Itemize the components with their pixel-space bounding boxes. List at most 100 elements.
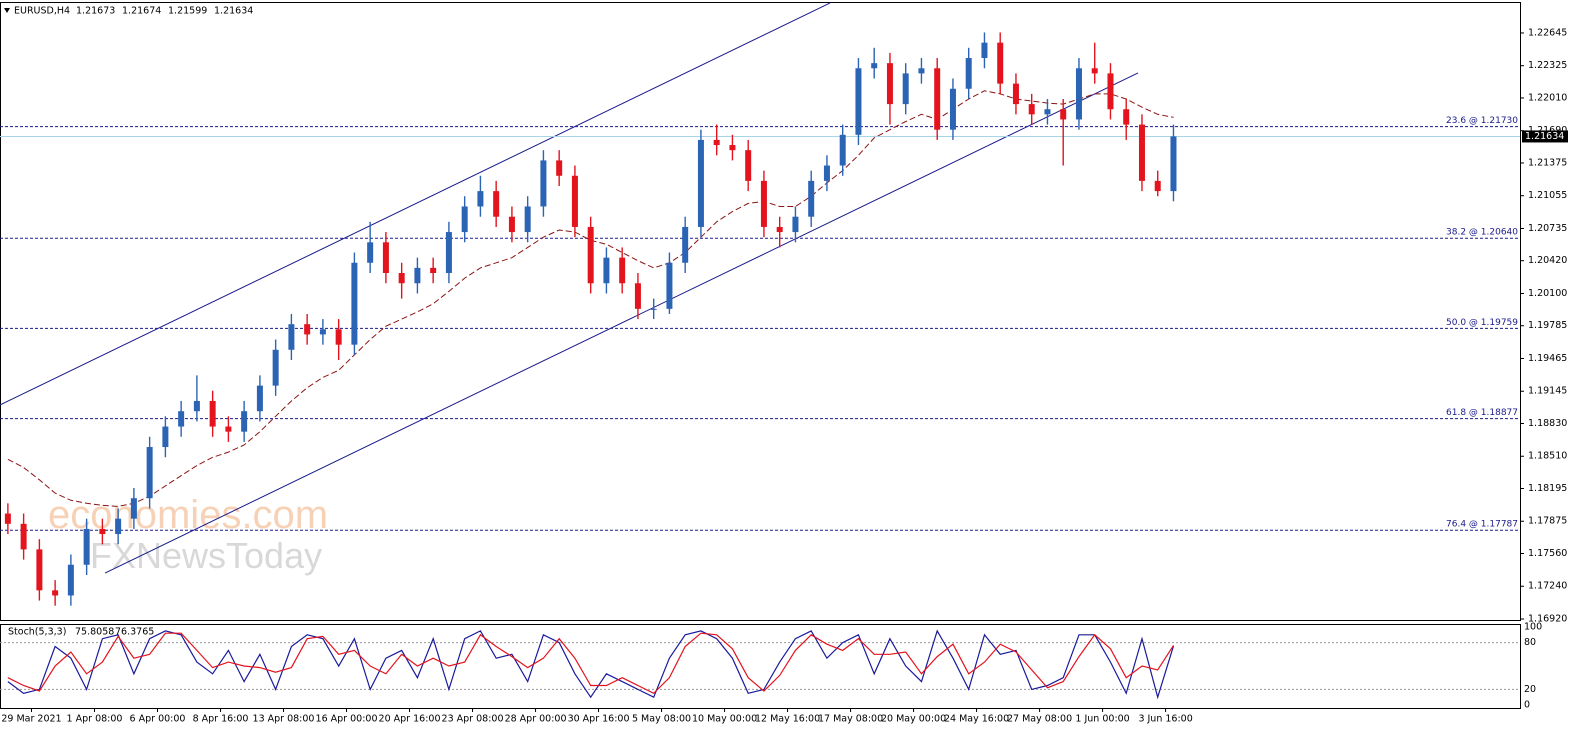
candle-body [697,139,704,227]
candle-body [351,262,358,345]
x-tick-label: 3 Jun 16:00 [1138,714,1192,725]
candle-body [241,411,248,432]
menu-arrow[interactable] [4,8,10,13]
candle-body [981,42,988,59]
current-price-label: 1.21634 [1525,131,1564,142]
y-tick-label: 1.19785 [1528,320,1567,331]
candle-body [508,216,515,233]
candle-body [1075,68,1082,120]
y-tick-label: 1.21375 [1528,157,1567,168]
stoch-value: 76.3765 [115,627,154,638]
candle-body [634,283,641,309]
candle-body [477,191,484,207]
x-tick-label: 6 Apr 00:00 [130,714,186,725]
candle-body [130,498,137,519]
candle-body [918,68,925,74]
y-tick-label: 1.22325 [1528,60,1567,71]
fib-label: 61.8 @ 1.18877 [1446,408,1518,418]
candle-body [99,528,106,535]
x-tick-label: 20 May 00:00 [881,714,946,725]
y-tick-label: 20 [1524,684,1536,695]
candle-body [445,232,452,274]
y-tick-label: 1.21055 [1528,190,1567,201]
y-tick-label: 1.19465 [1528,353,1567,364]
candle-body [304,324,311,335]
candle-body [571,175,578,227]
y-tick-label: 1.22645 [1528,27,1567,38]
y-tick-label: 1.17560 [1528,548,1567,559]
main-pane-frame [0,2,1521,621]
candle-body [1154,180,1161,192]
candle-body [1012,83,1019,105]
candle-body [367,242,374,263]
candle-body [650,308,657,310]
y-tick-label: 1.16920 [1528,614,1567,625]
y-tick-label: 1.18510 [1528,451,1567,462]
symbol: EURUSD,H4 [14,6,70,17]
y-tick-label: 1.17875 [1528,516,1567,527]
candle-body [1170,136,1177,192]
candle-body [776,226,783,233]
candle-body [256,385,263,412]
y-tick-label: 1.17240 [1528,581,1567,592]
candle-body [886,63,893,105]
candle-body [83,528,90,565]
candle-body [288,324,295,350]
watermark: FXNewsToday [90,535,322,576]
candle-body [729,145,736,151]
candle-body [556,160,563,176]
y-tick-label: 1.18195 [1528,483,1567,494]
x-tick-label: 28 Apr 00:00 [505,714,567,725]
candle-body [902,73,909,105]
candle-body [67,564,74,596]
channel-line [0,2,831,406]
fib-label: 50.0 @ 1.19759 [1446,318,1518,328]
stoch-line [7,632,1175,695]
x-tick-label: 23 Apr 08:00 [442,714,504,725]
candle-body [414,267,421,284]
x-tick-label: 30 Apr 16:00 [568,714,630,725]
x-tick-label: 17 May 08:00 [818,714,883,725]
candle-body [1107,73,1114,110]
stoch-line [7,629,1175,700]
y-tick-label: 100 [1524,622,1542,633]
candle-body [997,42,1004,84]
candle-body [461,206,468,233]
candle-body [209,400,216,427]
quote-value: 1.21599 [168,6,207,17]
candle-body [855,68,862,135]
candle-body [524,206,531,233]
y-tick-label: 1.22010 [1528,92,1567,103]
candle-body [146,447,153,499]
y-tick-label: 0 [1524,700,1530,711]
x-tick-label: 12 May 16:00 [755,714,820,725]
fib-label: 23.6 @ 1.21730 [1446,116,1518,126]
candle-body [162,426,169,448]
candle-body [792,216,799,233]
candle-body [1138,124,1145,181]
y-tick-label: 1.20100 [1528,288,1567,299]
candle-body [949,88,956,130]
quote-value: 1.21674 [122,6,161,17]
moving-average [7,90,1174,507]
candle-body [540,160,547,207]
candle-body [1028,104,1035,115]
candle-body [52,590,59,596]
x-tick-label: 1 Jun 00:00 [1075,714,1129,725]
fib-label: 38.2 @ 1.20640 [1446,228,1518,238]
candle-body [934,68,941,130]
candle-body [319,329,326,335]
candle-body [871,63,878,69]
y-tick-label: 80 [1524,637,1536,648]
candle-body [1123,109,1130,125]
candle-body [587,226,594,284]
candle-body [225,426,232,432]
candle-body [823,165,830,181]
candle-body [178,411,185,427]
candle-body [1091,68,1098,74]
quote-value: 1.21634 [214,6,253,17]
x-tick-label: 16 Apr 00:00 [316,714,378,725]
candle-body [760,180,767,227]
candle-body [745,150,752,181]
